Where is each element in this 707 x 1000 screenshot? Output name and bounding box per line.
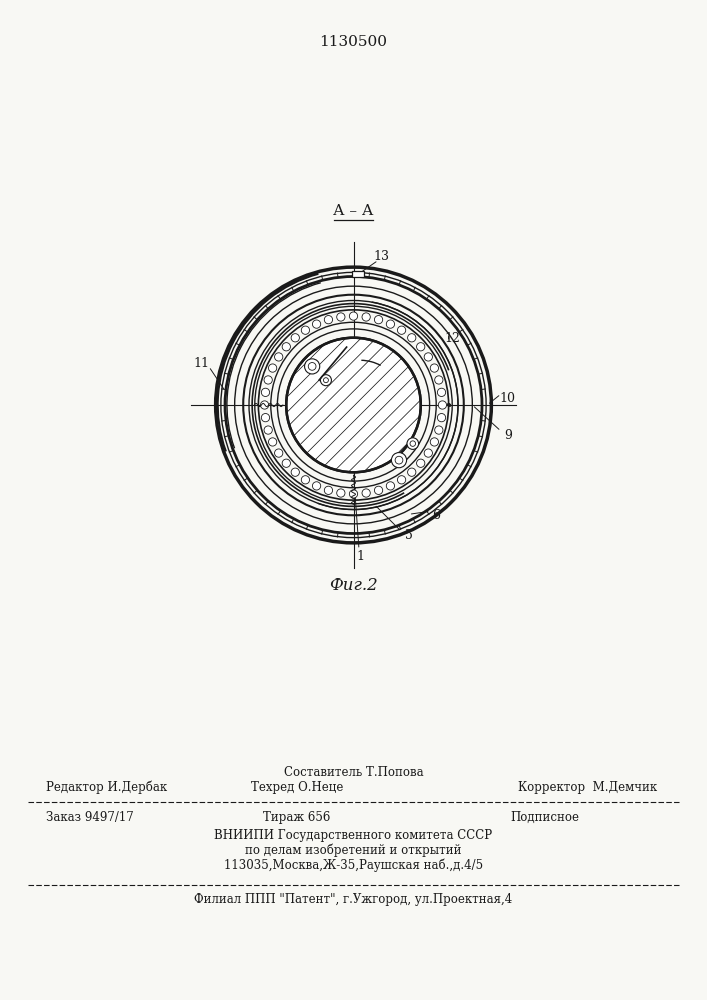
Text: 9: 9 [504,429,512,442]
Text: 12: 12 [445,332,461,345]
Circle shape [312,320,321,328]
Text: по делам изобретений и открытий: по делам изобретений и открытий [245,843,462,857]
Text: Филиал ППП "Патент", г.Ужгород, ул.Проектная,4: Филиал ППП "Патент", г.Ужгород, ул.Проек… [194,894,513,906]
FancyBboxPatch shape [352,271,364,277]
Circle shape [282,343,291,351]
Circle shape [323,378,329,383]
Circle shape [431,364,438,372]
Text: Составитель Т.Попова: Составитель Т.Попова [284,766,423,778]
Circle shape [408,468,416,476]
Circle shape [337,489,345,497]
Text: Редактор И.Дербак: Редактор И.Дербак [46,780,167,794]
Circle shape [392,453,407,468]
Circle shape [291,468,299,476]
Circle shape [424,353,433,361]
Circle shape [274,353,283,361]
Text: 5: 5 [404,529,413,542]
Circle shape [312,482,321,490]
Circle shape [424,449,433,457]
Circle shape [262,414,269,422]
Text: А – А: А – А [333,204,374,218]
Circle shape [269,364,276,372]
Text: Техред О.Неце: Техред О.Неце [251,780,343,794]
Circle shape [286,338,421,472]
Text: Фиг.2: Фиг.2 [329,577,378,594]
Circle shape [264,376,272,384]
Circle shape [410,441,416,446]
Circle shape [362,313,370,321]
Circle shape [301,476,310,484]
Circle shape [337,313,345,321]
Circle shape [435,376,443,384]
Circle shape [438,414,445,422]
Text: Корректор  М.Демчик: Корректор М.Демчик [518,780,658,794]
Text: Заказ 9497/17: Заказ 9497/17 [46,810,134,824]
Circle shape [349,312,358,320]
Text: 11: 11 [194,357,210,370]
Circle shape [325,486,332,494]
Circle shape [386,482,395,490]
Circle shape [386,320,395,328]
Circle shape [431,438,438,446]
Circle shape [264,426,272,434]
Circle shape [301,326,310,334]
Circle shape [375,316,382,324]
Text: 113035,Москва,Ж-35,Раушская наб.,д.4/5: 113035,Москва,Ж-35,Раушская наб.,д.4/5 [224,858,483,872]
Circle shape [325,316,332,324]
Circle shape [260,401,269,409]
Circle shape [262,388,269,396]
Circle shape [408,334,416,342]
Circle shape [395,456,403,464]
Text: 6: 6 [432,509,440,522]
Text: 10: 10 [500,392,516,405]
Text: ВНИИПИ Государственного комитета СССР: ВНИИПИ Государственного комитета СССР [214,828,493,842]
Circle shape [305,359,320,374]
Circle shape [435,426,443,434]
Circle shape [269,438,276,446]
Circle shape [375,486,382,494]
Circle shape [308,363,316,370]
Text: Тираж 656: Тираж 656 [263,810,331,824]
Circle shape [416,343,425,351]
Text: Подписное: Подписное [510,810,580,824]
Text: 1: 1 [356,550,364,563]
Circle shape [438,388,445,396]
Circle shape [362,489,370,497]
Circle shape [407,438,419,449]
Text: 1130500: 1130500 [320,35,387,49]
Text: 13: 13 [373,250,389,263]
Circle shape [282,459,291,467]
Circle shape [397,326,406,334]
Circle shape [416,459,425,467]
Circle shape [320,375,332,386]
Circle shape [438,401,447,409]
Circle shape [274,449,283,457]
Circle shape [291,334,299,342]
Circle shape [397,476,406,484]
Circle shape [349,490,358,498]
